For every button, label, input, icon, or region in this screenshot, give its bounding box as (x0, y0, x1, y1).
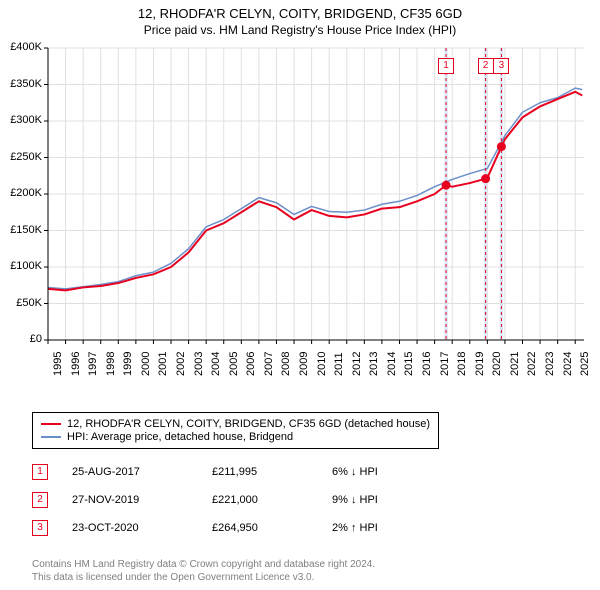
transaction-hpi: 6% ↓ HPI (332, 466, 432, 478)
x-tick-label: 1999 (122, 352, 134, 376)
attribution-line-1: Contains HM Land Registry data © Crown c… (32, 558, 375, 571)
chart-legend: 12, RHODFA'R CELYN, COITY, BRIDGEND, CF3… (32, 412, 439, 449)
legend-label: 12, RHODFA'R CELYN, COITY, BRIDGEND, CF3… (67, 418, 430, 430)
x-tick-label: 2015 (403, 352, 415, 376)
x-tick-label: 2000 (140, 352, 152, 376)
x-tick-label: 2025 (579, 352, 591, 376)
x-tick-label: 2008 (280, 352, 292, 376)
x-tick-label: 2009 (298, 352, 310, 376)
transaction-date: 23-OCT-2020 (72, 522, 212, 534)
x-tick-label: 2011 (333, 352, 345, 376)
x-tick-label: 1996 (70, 352, 82, 376)
sale-marker: 3 (493, 58, 509, 74)
transaction-row: 3 23-OCT-2020£264,9502% ↑ HPI (32, 520, 572, 536)
x-tick-label: 2003 (193, 352, 205, 376)
x-tick-label: 2019 (474, 352, 486, 376)
x-tick-label: 2010 (316, 352, 328, 376)
chart-container: { "title_line1": "12, RHODFA'R CELYN, CO… (0, 0, 600, 590)
transaction-date: 27-NOV-2019 (72, 494, 212, 506)
y-tick-label: £300K (2, 114, 42, 126)
x-tick-label: 2006 (245, 352, 257, 376)
sale-marker: 1 (438, 58, 454, 74)
y-tick-label: £400K (2, 41, 42, 53)
legend-swatch (41, 423, 61, 425)
legend-item: 12, RHODFA'R CELYN, COITY, BRIDGEND, CF3… (41, 418, 430, 430)
transaction-marker: 1 (32, 464, 48, 480)
x-tick-label: 2002 (175, 352, 187, 376)
transaction-marker: 2 (32, 492, 48, 508)
y-tick-label: £150K (2, 224, 42, 236)
x-tick-label: 2021 (509, 352, 521, 376)
attribution-line-2: This data is licensed under the Open Gov… (32, 571, 375, 584)
x-tick-label: 2016 (421, 352, 433, 376)
x-tick-label: 2024 (562, 352, 574, 376)
y-tick-label: £250K (2, 151, 42, 163)
x-tick-label: 2018 (456, 352, 468, 376)
x-tick-label: 2020 (491, 352, 503, 376)
transaction-hpi: 9% ↓ HPI (332, 494, 432, 506)
transaction-marker: 3 (32, 520, 48, 536)
x-tick-label: 1997 (87, 352, 99, 376)
x-tick-label: 1998 (105, 352, 117, 376)
y-tick-label: £50K (2, 297, 42, 309)
sale-marker: 2 (478, 58, 494, 74)
x-tick-label: 2007 (263, 352, 275, 376)
attribution-text: Contains HM Land Registry data © Crown c… (32, 558, 375, 584)
y-tick-label: £350K (2, 78, 42, 90)
transaction-price: £264,950 (212, 522, 332, 534)
y-tick-label: £100K (2, 260, 42, 272)
y-tick-label: £0 (2, 333, 42, 345)
x-tick-label: 1995 (52, 352, 64, 376)
x-tick-label: 2022 (526, 352, 538, 376)
x-tick-label: 2023 (544, 352, 556, 376)
y-tick-label: £200K (2, 187, 42, 199)
transaction-row: 1 25-AUG-2017£211,9956% ↓ HPI (32, 464, 572, 480)
x-tick-label: 2014 (386, 352, 398, 376)
legend-label: HPI: Average price, detached house, Brid… (67, 431, 293, 443)
legend-item: HPI: Average price, detached house, Brid… (41, 431, 430, 443)
x-tick-label: 2017 (439, 352, 451, 376)
legend-swatch (41, 436, 61, 438)
x-tick-label: 2013 (368, 352, 380, 376)
x-tick-label: 2012 (351, 352, 363, 376)
x-tick-label: 2004 (210, 352, 222, 376)
x-tick-label: 2005 (228, 352, 240, 376)
transaction-hpi: 2% ↑ HPI (332, 522, 432, 534)
transaction-date: 25-AUG-2017 (72, 466, 212, 478)
price-chart (0, 0, 600, 390)
x-tick-label: 2001 (157, 352, 169, 376)
transaction-row: 2 27-NOV-2019£221,0009% ↓ HPI (32, 492, 572, 508)
transaction-price: £211,995 (212, 466, 332, 478)
transaction-price: £221,000 (212, 494, 332, 506)
